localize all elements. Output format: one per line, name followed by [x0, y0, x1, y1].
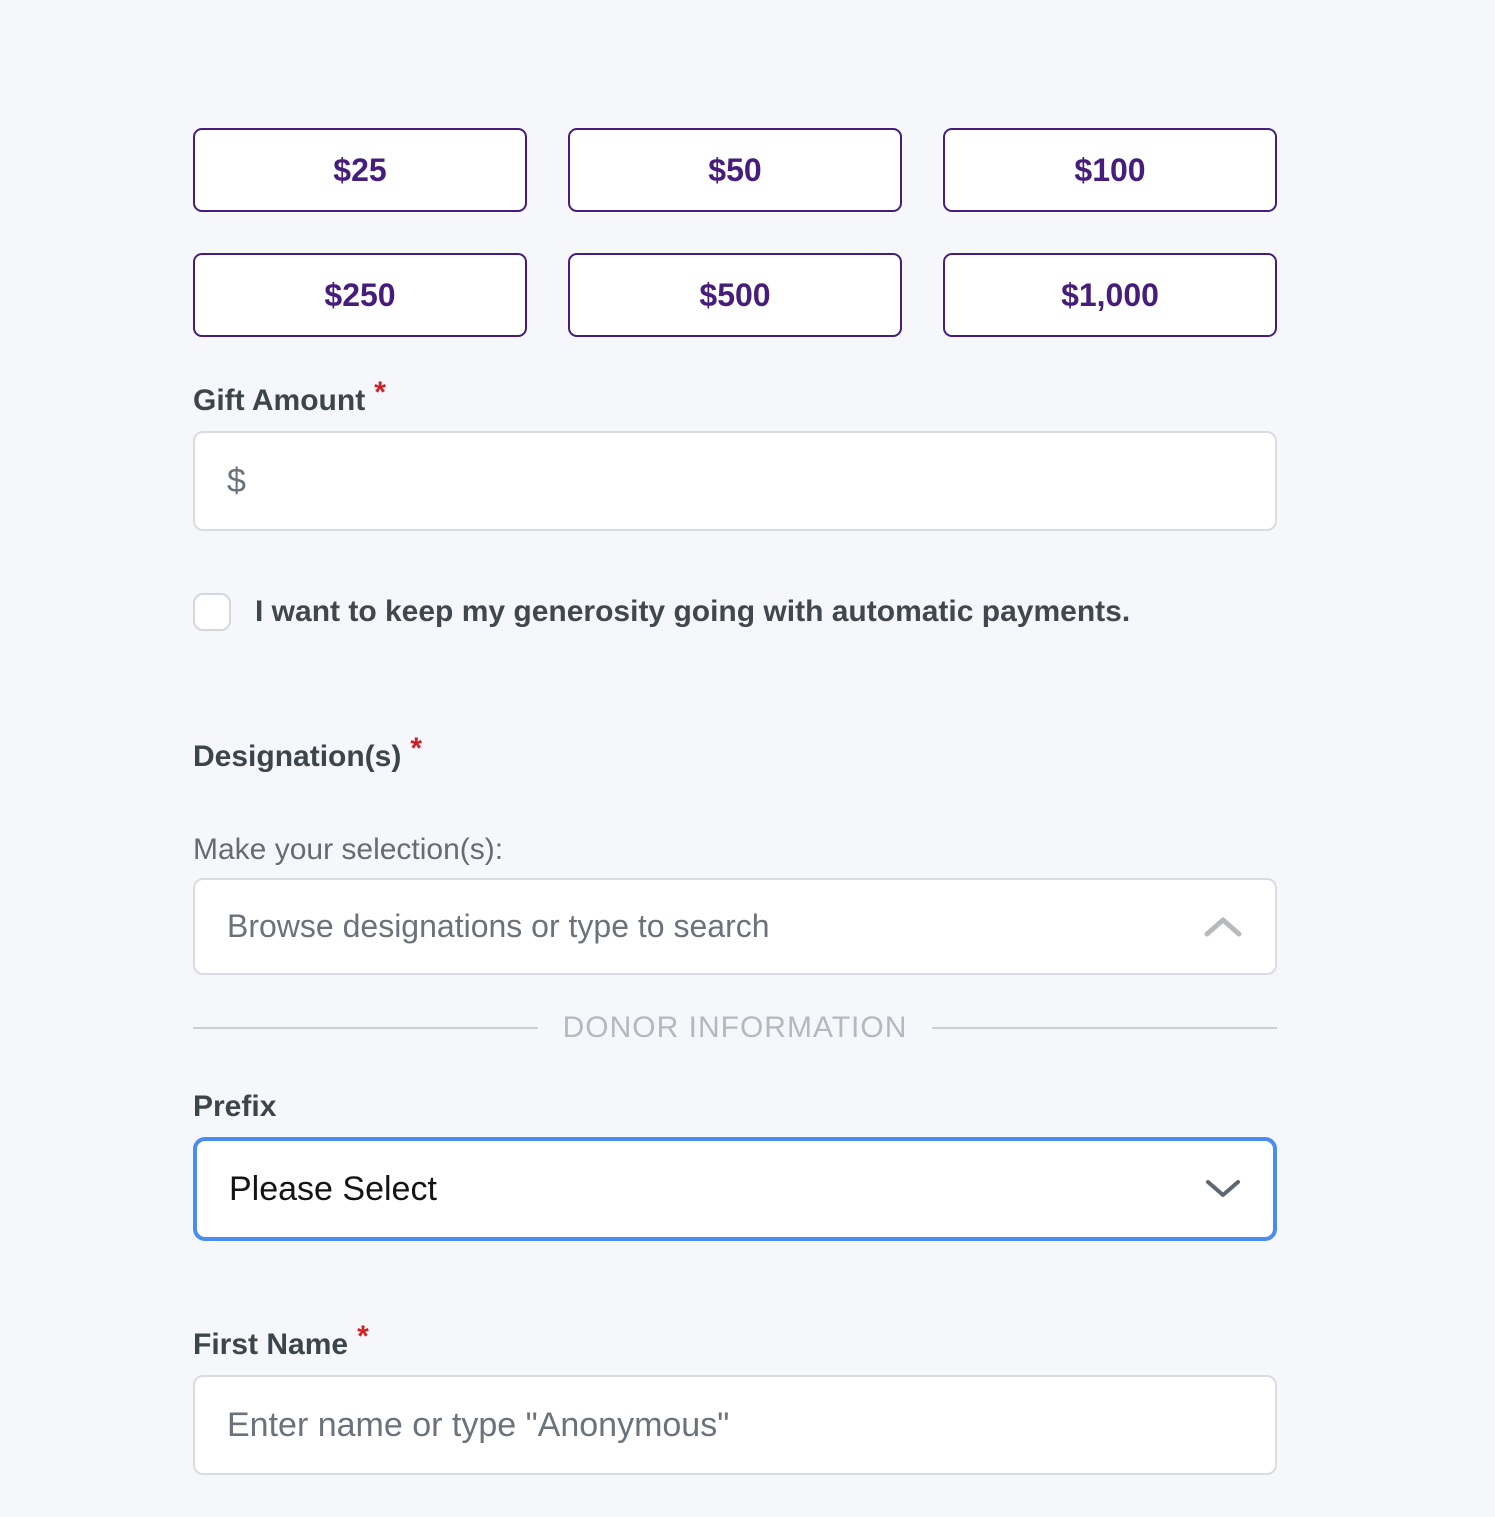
- first-name-label-text: First Name: [193, 1328, 349, 1361]
- required-asterisk: *: [410, 732, 423, 765]
- recurring-payments-row: I want to keep my generosity going with …: [193, 593, 1277, 631]
- donor-information-heading: DONOR INFORMATION: [562, 1011, 908, 1044]
- amount-button-100[interactable]: $100: [943, 128, 1277, 212]
- chevron-down-icon[interactable]: [1205, 1179, 1241, 1199]
- first-name-input[interactable]: [193, 1375, 1277, 1475]
- divider-line-left: [193, 1027, 538, 1029]
- designations-placeholder: Browse designations or type to search: [227, 908, 770, 944]
- gift-amount-label: Gift Amount *: [193, 376, 1277, 419]
- designations-label: Designation(s) *: [193, 732, 1277, 775]
- amount-button-25[interactable]: $25: [193, 128, 527, 212]
- amount-button-1000[interactable]: $1,000: [943, 253, 1277, 337]
- required-asterisk: *: [357, 1320, 369, 1353]
- divider-line-right: [932, 1027, 1278, 1029]
- donor-information-divider: DONOR INFORMATION: [193, 1011, 1278, 1045]
- designations-label-text: Designation(s): [193, 740, 402, 773]
- prefix-label: Prefix: [193, 1090, 277, 1123]
- gift-amount-label-text: Gift Amount: [193, 384, 366, 417]
- amount-button-500[interactable]: $500: [568, 253, 902, 337]
- amount-button-grid: $25 $50 $100 $250 $500 $1,000: [193, 128, 1277, 337]
- chevron-up-icon[interactable]: [1203, 916, 1243, 938]
- amount-button-250[interactable]: $250: [193, 253, 527, 337]
- prefix-selected-value: Please Select: [229, 1169, 437, 1208]
- gift-amount-input[interactable]: [193, 431, 1277, 531]
- first-name-label: First Name *: [193, 1320, 1277, 1363]
- designations-search-dropdown[interactable]: Browse designations or type to search: [193, 878, 1277, 975]
- prefix-select[interactable]: Please Select: [193, 1137, 1277, 1241]
- designations-helper-text: Make your selection(s):: [193, 833, 504, 866]
- recurring-payments-checkbox[interactable]: [193, 593, 231, 631]
- recurring-payments-label: I want to keep my generosity going with …: [255, 595, 1131, 628]
- required-asterisk: *: [374, 376, 386, 409]
- amount-button-50[interactable]: $50: [568, 128, 902, 212]
- donation-form: $25 $50 $100 $250 $500 $1,000 Gift Amoun…: [193, 0, 1278, 1475]
